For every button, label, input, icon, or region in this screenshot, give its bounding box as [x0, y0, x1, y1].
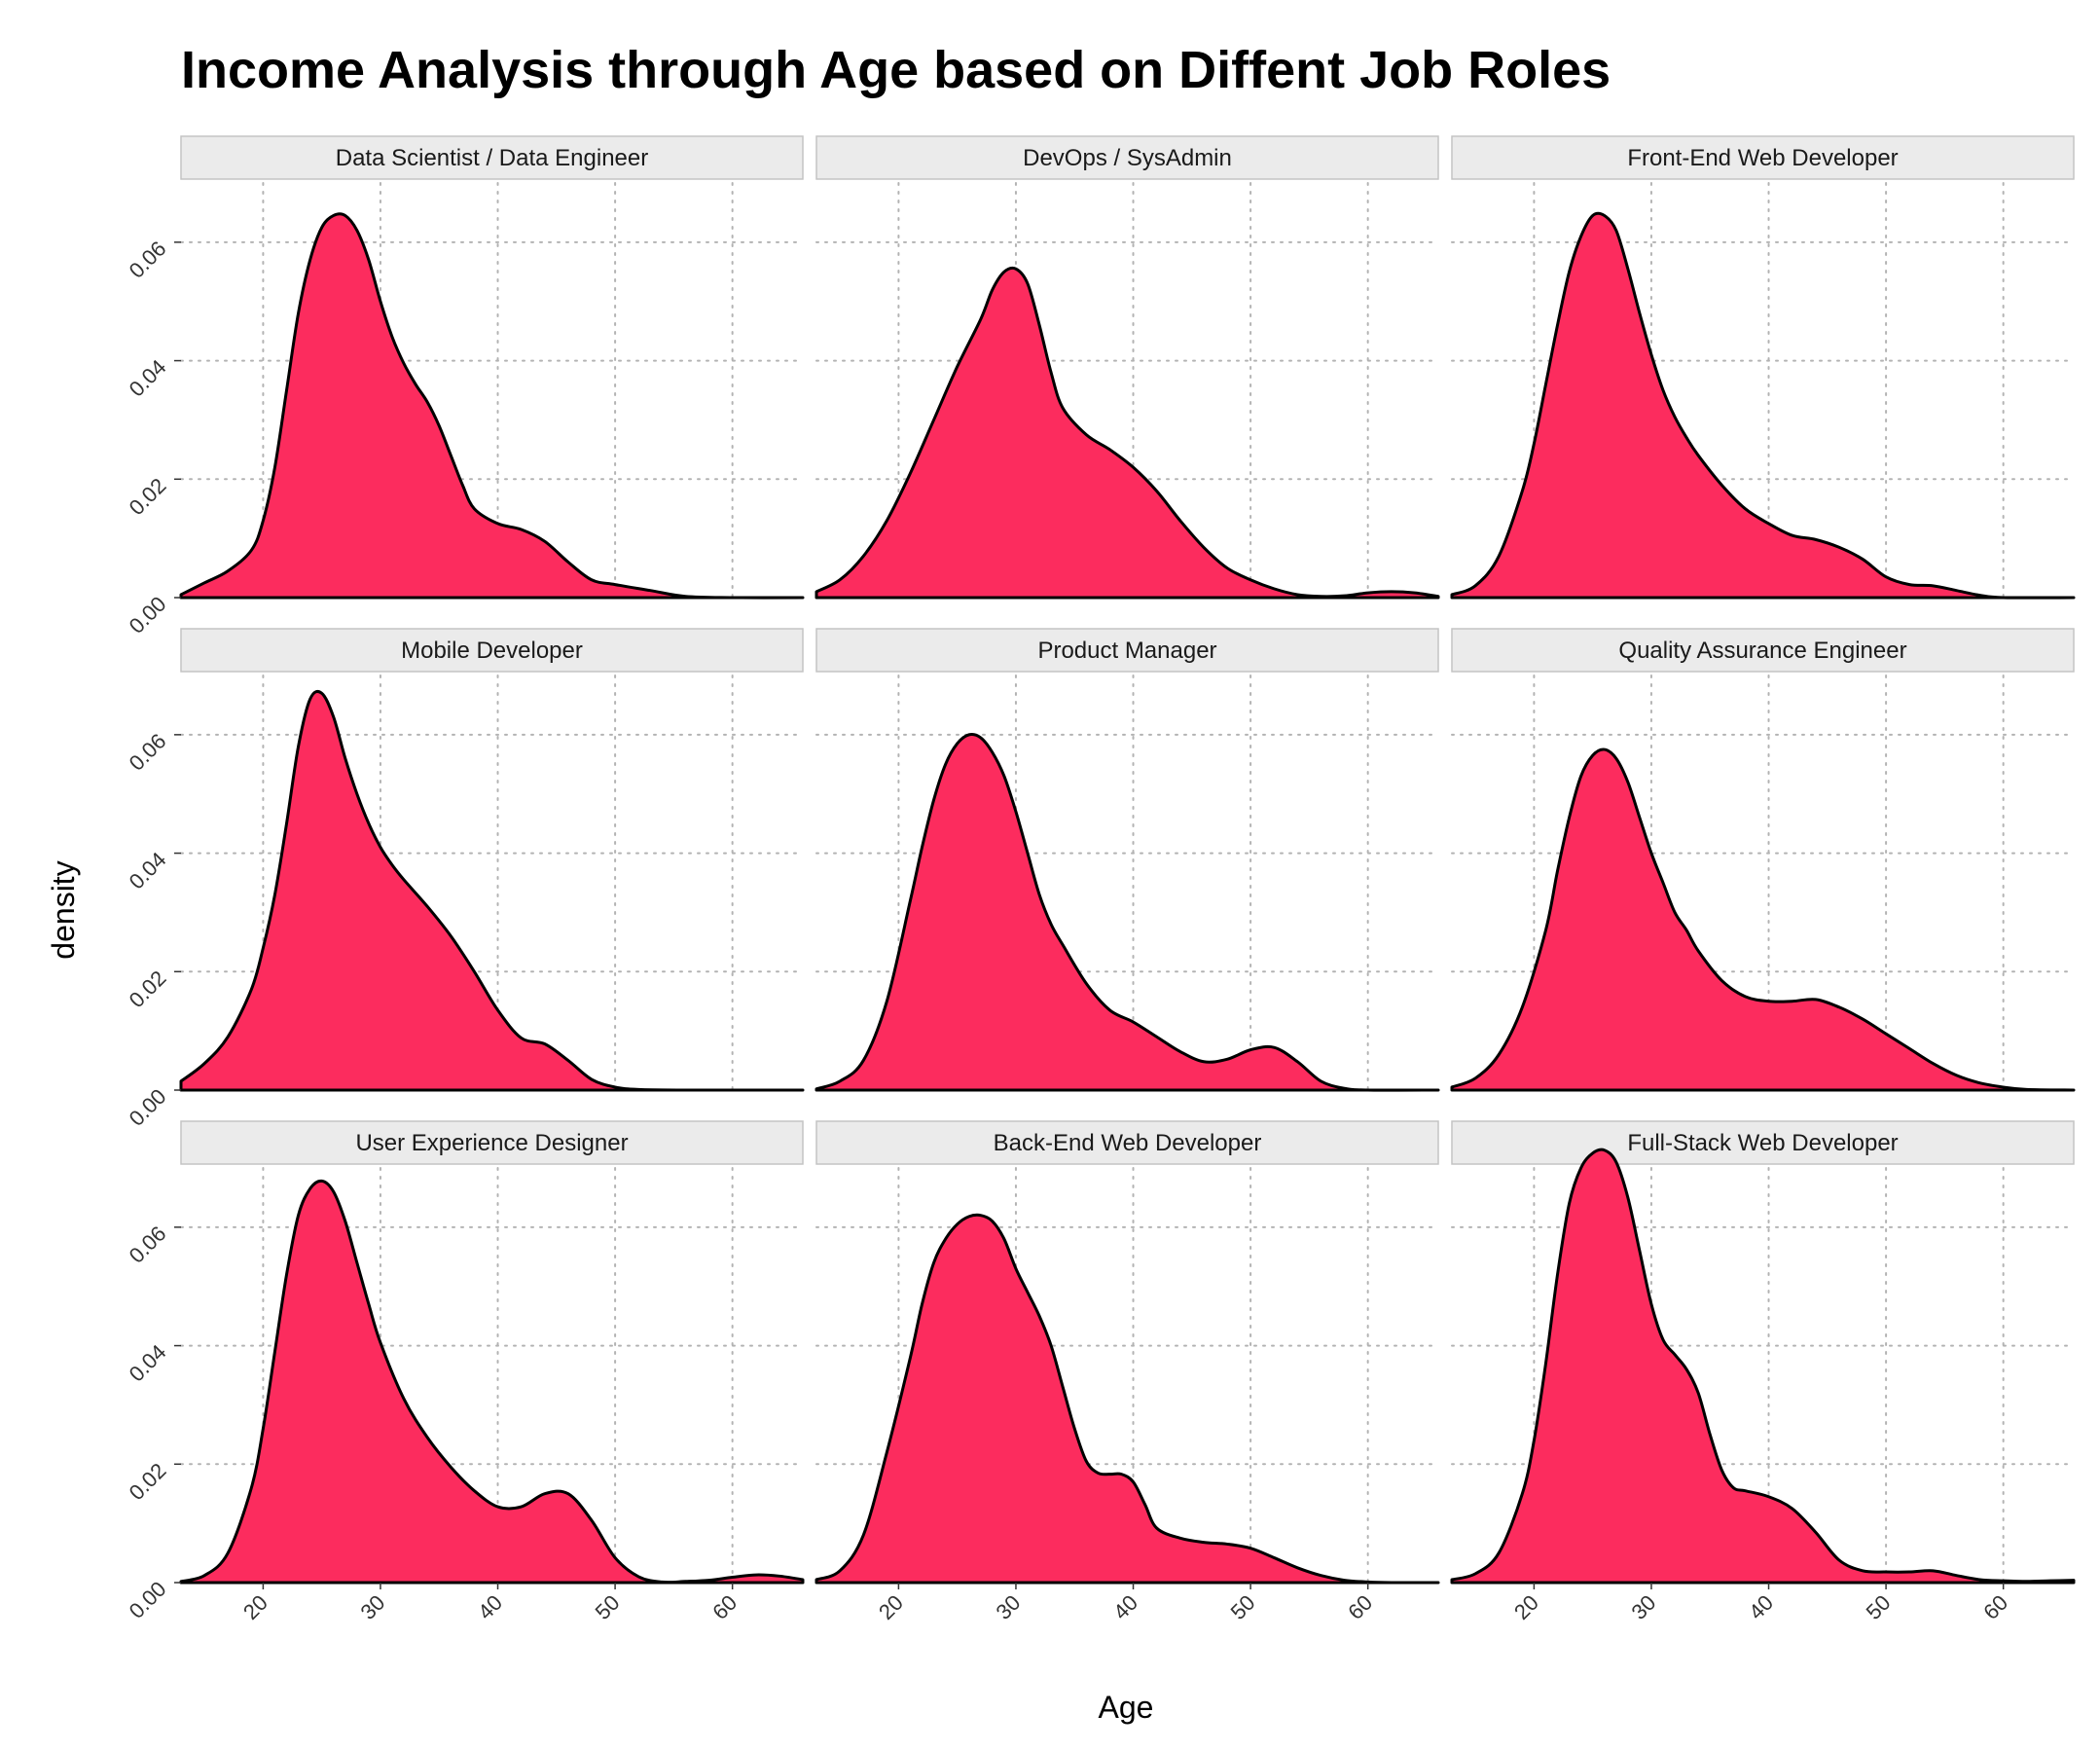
x-tick-label: 30 [356, 1590, 390, 1624]
x-tick-label: 60 [707, 1590, 742, 1624]
y-tick-label: 0.00 [125, 1084, 171, 1131]
x-tick-label: 50 [1226, 1590, 1260, 1624]
y-tick-label: 0.06 [125, 1221, 171, 1268]
facet-panel: Quality Assurance Engineer [1450, 628, 2076, 1092]
x-tick-label: 20 [238, 1590, 272, 1624]
facet-strip [180, 628, 804, 673]
x-tick-label: 20 [874, 1590, 908, 1624]
density-outline [1450, 1148, 2076, 1585]
facet-strip-label: Data Scientist / Data Engineer [336, 145, 649, 171]
x-tick-label: 40 [1108, 1590, 1142, 1624]
facet-strip-label: DevOps / SysAdmin [1023, 145, 1232, 171]
y-axis-title: density [46, 860, 81, 959]
y-tick-label: 0.00 [125, 1577, 171, 1623]
density-area [1452, 213, 2074, 599]
facet-panel: Back-End Web Developer 20 30 40 50 60 [815, 1120, 1440, 1624]
facet-strip [815, 1120, 1439, 1165]
facet-strip-label: Product Manager [1037, 638, 1216, 664]
facet-strip-label: User Experience Designer [355, 1130, 628, 1156]
facet-strip [180, 1120, 804, 1165]
facet-strip-label: Mobile Developer [401, 638, 583, 664]
density-outline [1450, 747, 2076, 1092]
facet-panel: Full-Stack Web Developer 20 30 40 50 60 [1450, 1120, 2076, 1624]
facet-panel: Product Manager [815, 628, 1440, 1092]
density-outline [179, 689, 805, 1092]
x-tick-label: 20 [1509, 1590, 1543, 1624]
density-outline [179, 212, 805, 600]
density-area [816, 734, 1438, 1091]
density-outline [1450, 211, 2076, 600]
facet-strip [815, 628, 1439, 673]
facet-strip-label: Full-Stack Web Developer [1627, 1130, 1898, 1156]
facet-strip-label: Front-End Web Developer [1627, 145, 1898, 171]
density-area [181, 213, 803, 599]
facet-panel: Mobile Developer 0.00 0.02 0.04 0.06 [125, 628, 805, 1131]
facet-panel: User Experience Designer 0.00 0.02 0.04 0.06… [125, 1120, 805, 1624]
facet-strip [815, 135, 1439, 180]
x-tick-label: 40 [1744, 1590, 1778, 1624]
y-tick-label: 0.06 [125, 729, 171, 776]
y-tick-label: 0.02 [125, 1458, 171, 1505]
y-tick-label: 0.04 [125, 1339, 171, 1386]
x-tick-label: 50 [591, 1590, 625, 1624]
x-tick-label: 30 [1627, 1590, 1661, 1624]
density-area [816, 268, 1438, 598]
facet-strip [1451, 1120, 2075, 1165]
x-tick-label: 60 [1343, 1590, 1377, 1624]
facet-strip-label: Quality Assurance Engineer [1618, 638, 1906, 664]
y-tick-label: 0.06 [125, 237, 171, 283]
facet-panel: Front-End Web Developer [1450, 135, 2076, 600]
x-axis-title: Age [1099, 1690, 1154, 1725]
density-area [181, 1181, 803, 1583]
y-tick-label: 0.00 [125, 592, 171, 638]
chart-title: Income Analysis through Age based on Dif… [181, 41, 1611, 99]
facet-panels: Data Scientist / Data Engineer 0.00 0.02 0.… [125, 135, 2076, 1624]
density-outline [179, 1179, 805, 1585]
density-area [1452, 748, 2074, 1090]
y-tick-label: 0.02 [125, 473, 171, 520]
facet-strip-label: Back-End Web Developer [994, 1130, 1262, 1156]
facet-panel: Data Scientist / Data Engineer 0.00 0.02 0.… [125, 135, 805, 638]
facet-panel: DevOps / SysAdmin [815, 135, 1440, 600]
density-outline [815, 266, 1440, 600]
x-tick-label: 40 [473, 1590, 507, 1624]
density-area [816, 1215, 1438, 1584]
density-area [181, 691, 803, 1091]
density-area [1452, 1149, 2074, 1583]
facet-strip [1451, 628, 2075, 673]
facet-strip [180, 135, 804, 180]
y-tick-label: 0.04 [125, 354, 171, 401]
facet-strip [1451, 135, 2075, 180]
y-tick-label: 0.02 [125, 966, 171, 1012]
density-outline [815, 732, 1440, 1092]
y-tick-label: 0.04 [125, 847, 171, 893]
x-tick-label: 30 [992, 1590, 1026, 1624]
x-tick-label: 50 [1862, 1590, 1896, 1624]
density-outline [815, 1213, 1440, 1585]
x-tick-label: 60 [1978, 1590, 2012, 1624]
